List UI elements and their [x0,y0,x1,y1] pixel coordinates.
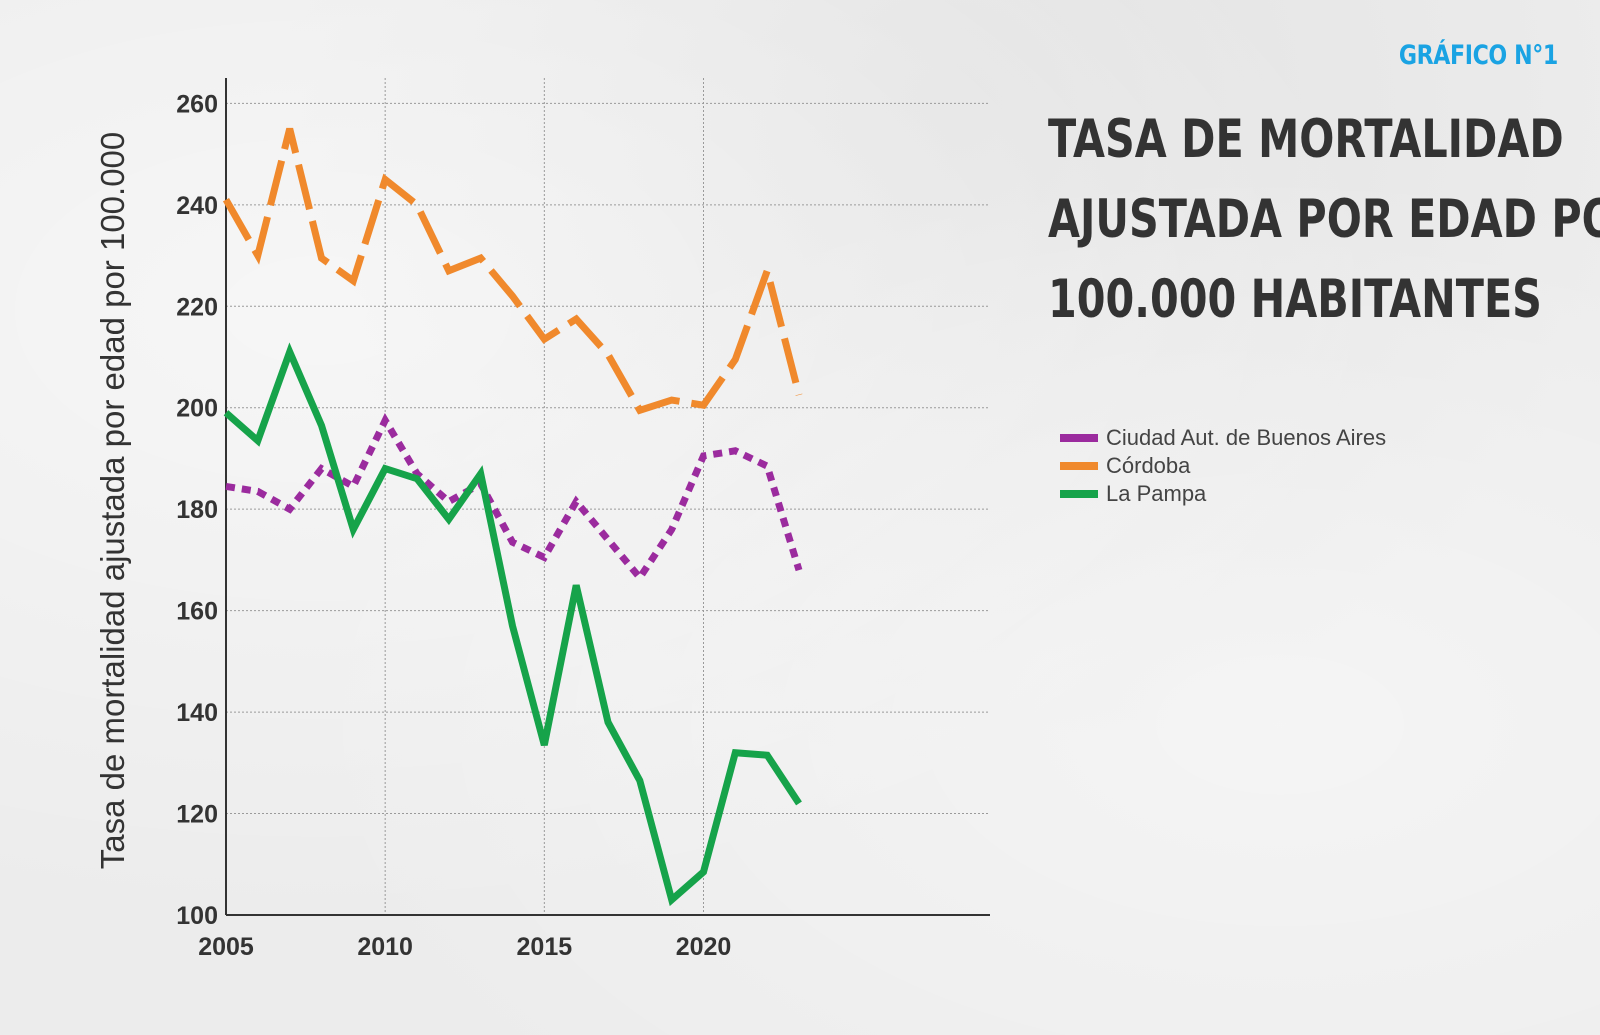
series-lines [222,127,803,907]
y-tick-label-220: 220 [176,293,218,321]
y-tick-label-180: 180 [176,496,218,524]
legend-item-la-pampa: La Pampa [1060,480,1386,508]
legend: Ciudad Aut. de Buenos Aires Córdoba La P… [1060,424,1386,508]
y-tick-label-140: 140 [176,699,218,727]
y-tick-label-160: 160 [176,598,218,626]
axis-labels: 100 120 140 160 180 200 220 240 260 2005 2010 2015 2… [94,90,731,961]
grid-lines [226,78,990,915]
title-line-3: 100.000 HABITANTES [1048,269,1542,330]
legend-swatch-cordoba [1060,462,1098,470]
chart-title: TASA DE MORTALIDAD AJUSTADA POR EDAD POR… [1048,100,1600,340]
y-tick-label-100: 100 [176,902,218,930]
x-tick-label-2010: 2010 [357,933,413,961]
title-line-2: AJUSTADA POR EDAD POR [1048,189,1600,250]
legend-swatch-la-pampa [1060,490,1098,498]
y-tick-label-240: 240 [176,192,218,220]
y-tick-label-260: 260 [176,90,218,118]
series-line-cordoba [222,127,803,415]
x-tick-label-2020: 2020 [676,933,732,961]
legend-item-caba: Ciudad Aut. de Buenos Aires [1060,424,1386,452]
chart-number-badge: GRÁFICO N°1 [1399,40,1558,71]
axes [225,78,990,916]
title-line-1: TASA DE MORTALIDAD [1048,109,1564,170]
series-line-la-pampa [223,342,802,907]
series-line-caba [225,413,803,584]
legend-item-cordoba: Córdoba [1060,452,1386,480]
x-tick-label-2005: 2005 [198,933,254,961]
legend-label-la-pampa: La Pampa [1106,481,1207,506]
legend-swatch-caba [1060,434,1098,442]
legend-label-caba: Ciudad Aut. de Buenos Aires [1106,425,1387,450]
x-tick-label-2015: 2015 [517,933,573,961]
y-axis-label: Tasa de mortalidad ajustada por edad por… [94,132,131,870]
legend-label-cordoba: Córdoba [1106,453,1191,478]
y-tick-label-120: 120 [176,801,218,829]
y-tick-label-200: 200 [176,395,218,423]
